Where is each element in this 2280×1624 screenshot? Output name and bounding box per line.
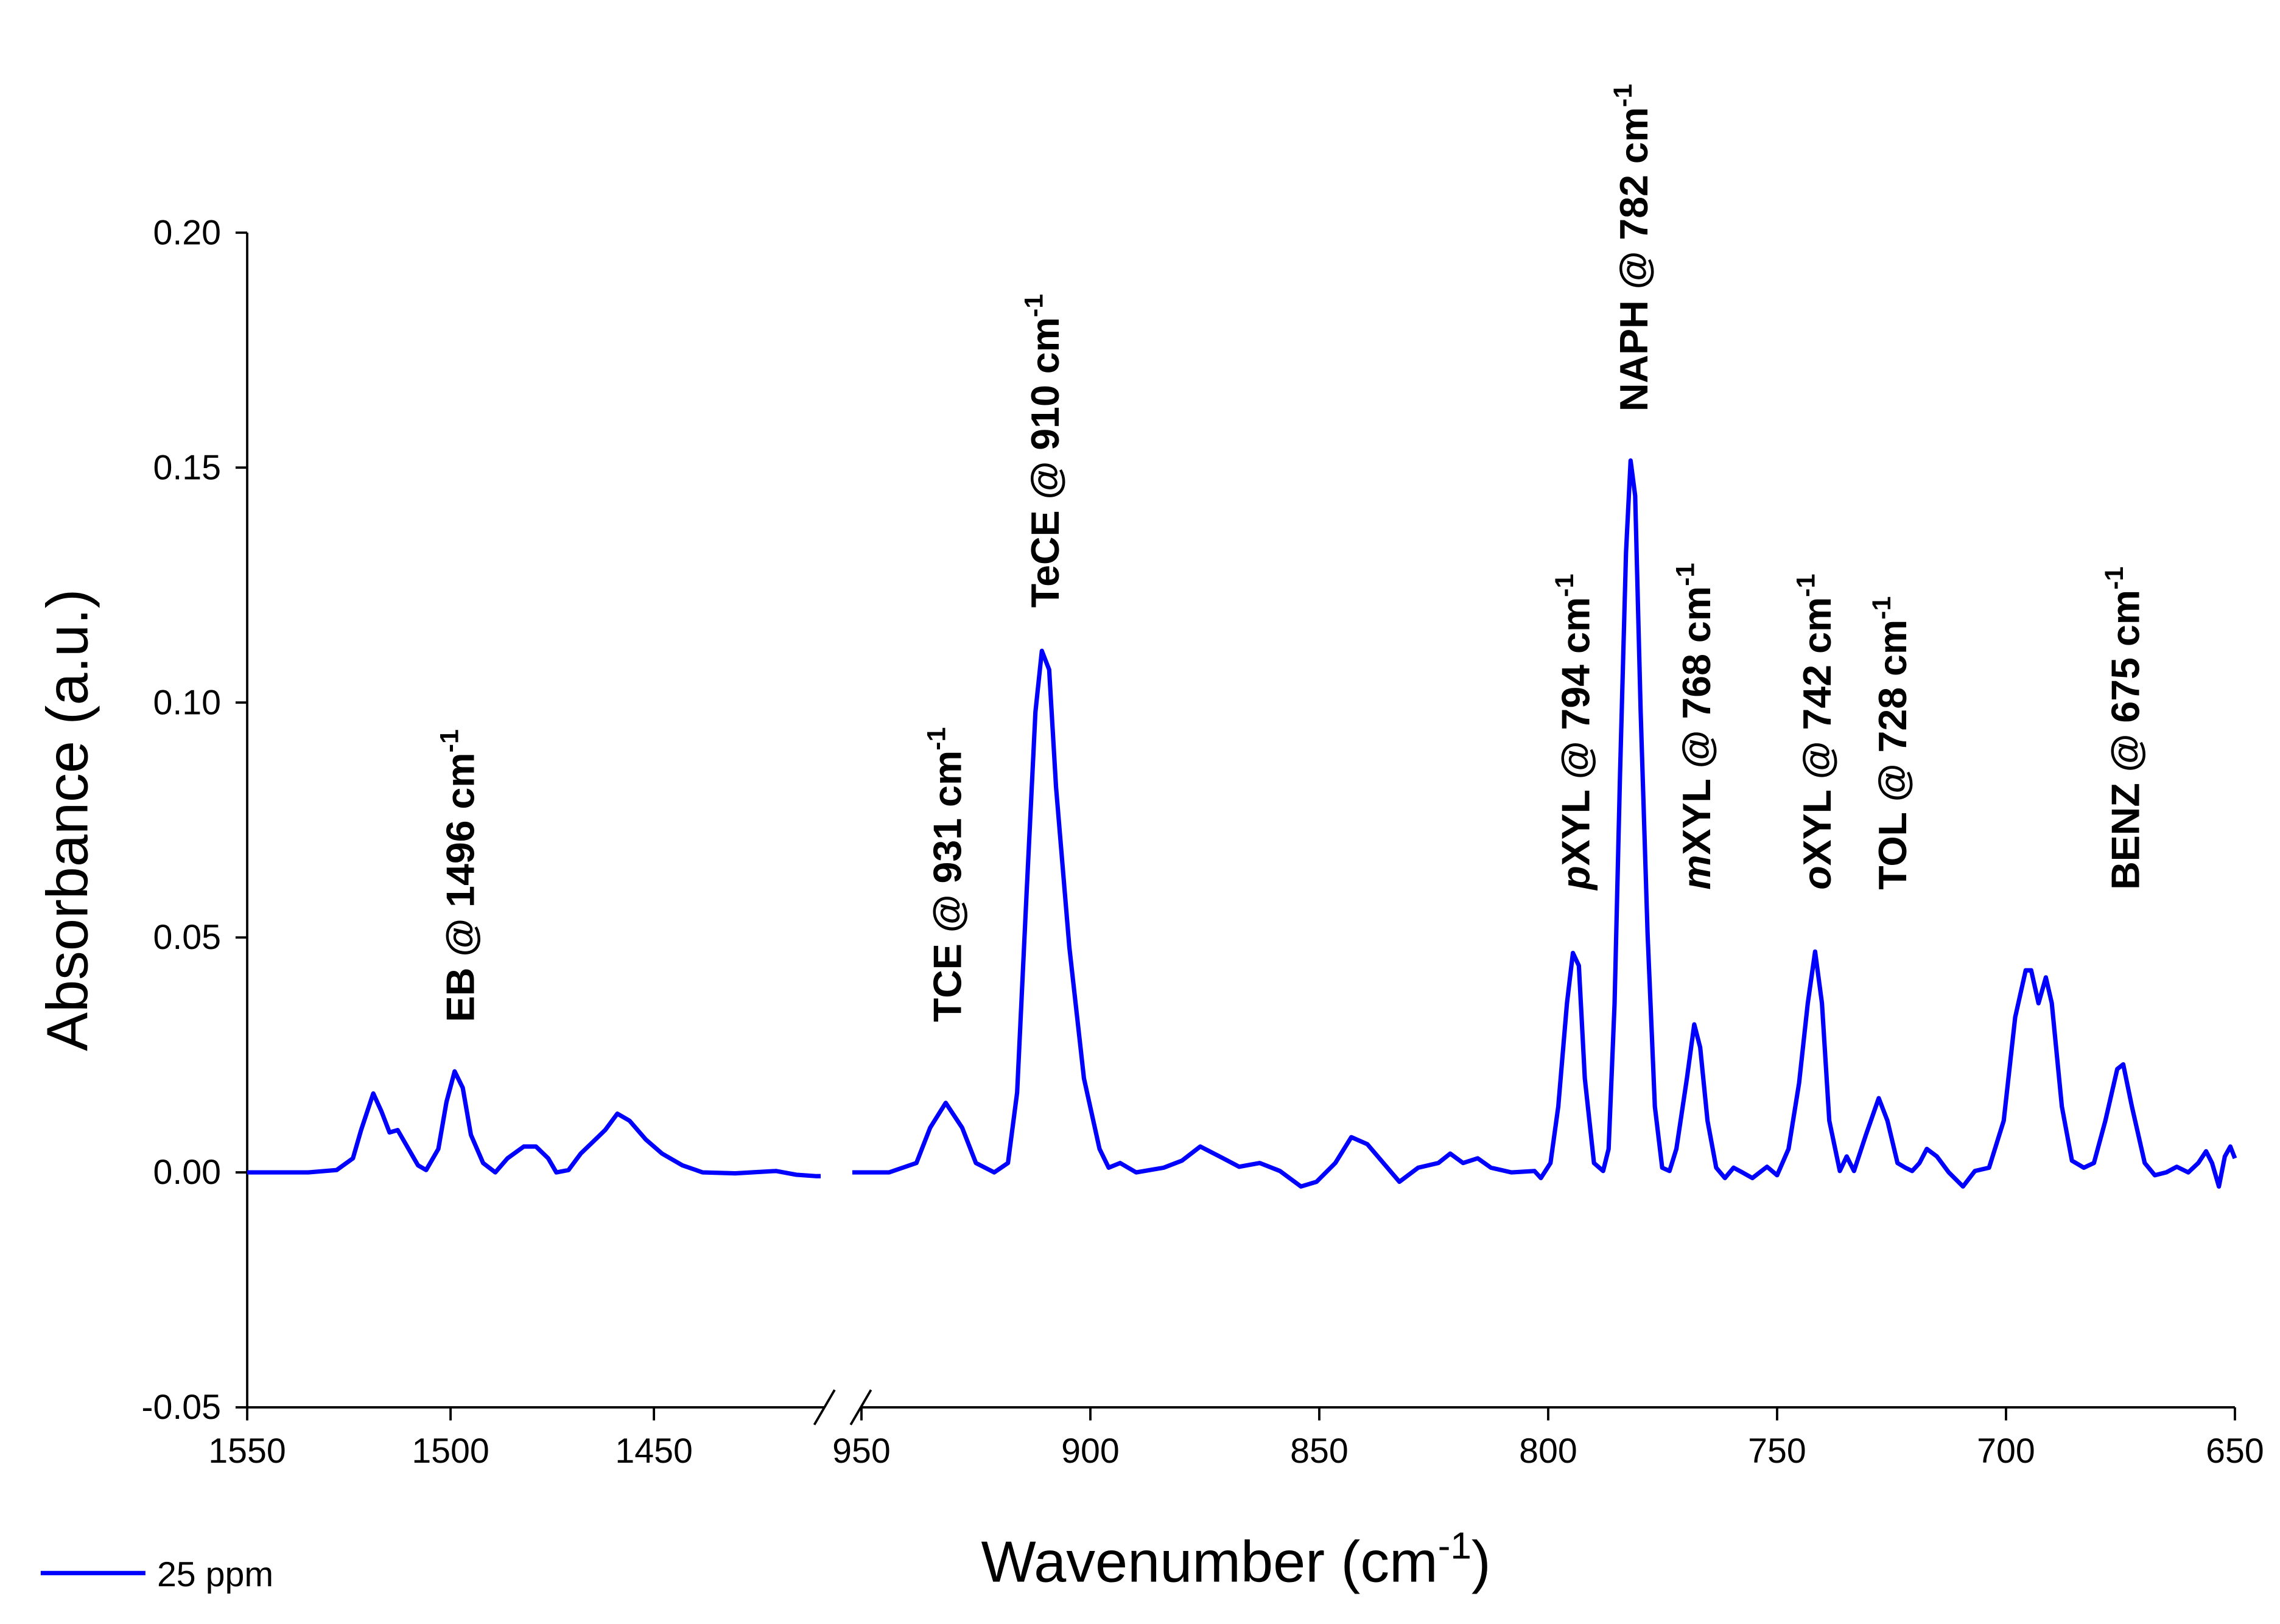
peak-label-sup: -1 [435, 729, 464, 752]
y-tick-label: -0.05 [141, 1388, 221, 1427]
peak-label-sup: -1 [1550, 574, 1579, 597]
peak-label: oXYL @ 742 cm-1 [1792, 574, 1839, 890]
x-tick-label: 950 [832, 1432, 891, 1471]
peak-label-text: XYL @ 794 cm [1554, 597, 1598, 866]
y-tick-label: 0.15 [153, 448, 221, 487]
x-tick-label: 750 [1748, 1432, 1806, 1471]
legend-label: 25 ppm [157, 1555, 273, 1594]
peak-label-italic: m [1675, 855, 1719, 889]
spectrum-line [247, 458, 2237, 1189]
peak-label: pXYL @ 794 cm-1 [1550, 574, 1598, 891]
x-axis-title-end: ) [1471, 1530, 1491, 1595]
peak-label-text: NAPH @ 782 cm [1612, 107, 1656, 411]
x-axis-title-sup: -1 [1438, 1525, 1471, 1567]
peak-label-sup: -1 [922, 727, 951, 751]
x-tick-label: 700 [1977, 1432, 2035, 1471]
peak-label-italic: o [1795, 866, 1839, 889]
x-tick-label: 800 [1519, 1432, 1577, 1471]
peak-label-text: XYL @ 768 cm [1675, 586, 1719, 855]
y-axis-title: Absorbance (a.u.) [35, 589, 100, 1051]
peak-label-text: TCE @ 931 cm [926, 751, 970, 1022]
y-tick-label: 0.10 [153, 683, 221, 722]
x-tick-label: 1500 [412, 1432, 489, 1471]
peak-label-italic: p [1554, 866, 1598, 891]
peak-label: EB @ 1496 cm-1 [435, 729, 482, 1022]
peak-label-sup: -1 [1019, 294, 1048, 317]
peak-label-sup: -1 [1867, 597, 1896, 620]
x-tick-label: 1550 [208, 1432, 286, 1471]
x-axis-title-text: Wavenumber (cm [981, 1530, 1438, 1595]
peak-label: TeCE @ 910 cm-1 [1019, 294, 1067, 608]
x-axis-title: Wavenumber (cm-1) [981, 1525, 1491, 1594]
peak-label-text: EB @ 1496 cm [439, 752, 483, 1022]
y-tick-label: 0.05 [153, 918, 221, 957]
axis-break [813, 1389, 836, 1426]
peak-label: BENZ @ 675 cm-1 [2100, 567, 2147, 890]
peak-label-sup: -1 [1792, 574, 1821, 597]
y-tick-label: 0.20 [153, 213, 221, 252]
peak-label-sup: -1 [1671, 563, 1700, 586]
peak-label: TOL @ 728 cm-1 [1867, 597, 1915, 890]
peak-label-sup: -1 [2100, 567, 2129, 590]
peak-label: NAPH @ 782 cm-1 [1608, 84, 1656, 411]
x-tick-label: 1450 [615, 1432, 693, 1471]
peak-label: mXYL @ 768 cm-1 [1671, 563, 1718, 890]
peak-label: TCE @ 931 cm-1 [922, 727, 969, 1023]
peak-label-text: BENZ @ 675 cm [2103, 590, 2147, 890]
y-tick-label: 0.00 [153, 1153, 221, 1192]
peak-label-sup: -1 [1608, 84, 1638, 107]
x-tick-label: 900 [1061, 1432, 1120, 1471]
x-tick-label: 850 [1290, 1432, 1349, 1471]
peak-label-text: XYL @ 742 cm [1795, 597, 1839, 866]
x-tick-label: 650 [2206, 1432, 2264, 1471]
peak-label-text: TOL @ 728 cm [1871, 620, 1915, 890]
peak-label-text: TeCE @ 910 cm [1023, 317, 1067, 607]
